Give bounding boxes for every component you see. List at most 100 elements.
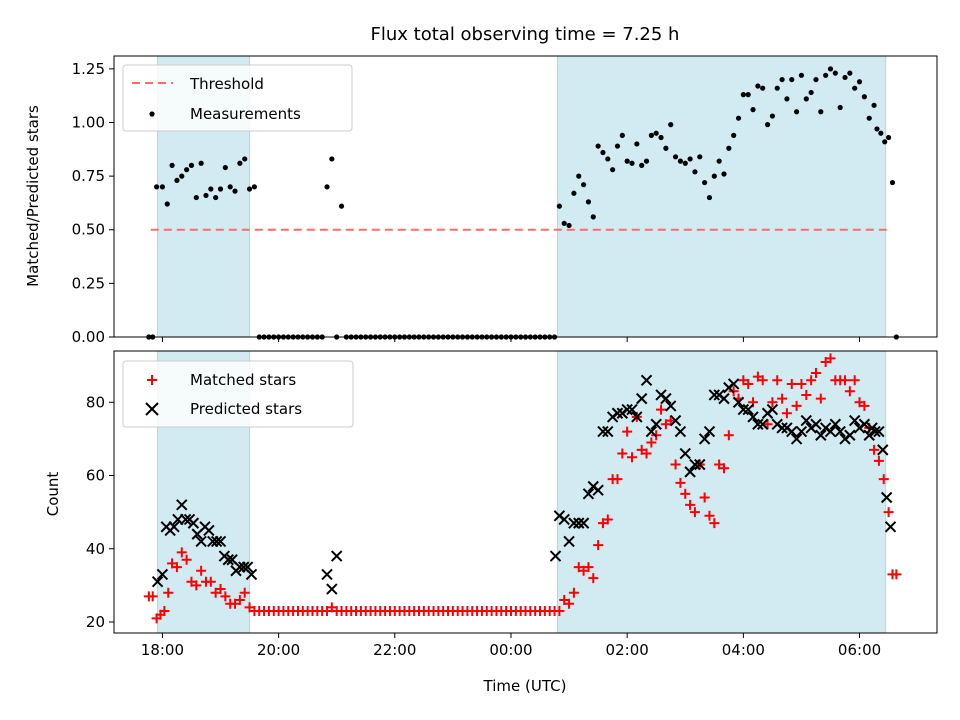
predicted-stars-point — [766, 403, 779, 416]
matched-stars-point — [791, 400, 802, 411]
legend-measurements-label: Measurements — [190, 105, 301, 123]
matched-stars-point — [718, 463, 729, 474]
measurement-point — [813, 76, 819, 83]
x-tick-label: 02:00 — [606, 641, 649, 659]
measurement-point — [769, 113, 776, 119]
matched-stars-point — [840, 375, 851, 386]
predicted-stars-point — [810, 418, 822, 430]
measurement-point — [324, 184, 330, 190]
predicted-stars-point — [679, 447, 691, 460]
measurement-point — [600, 149, 606, 156]
bottom-y-axis-title: Count — [44, 472, 62, 517]
x-axis-title: Time (UTC) — [483, 677, 567, 695]
predicted-stars-point — [650, 418, 662, 430]
measurement-point — [338, 203, 345, 209]
matched-stars-point — [869, 444, 880, 455]
measurement-point — [672, 154, 679, 160]
matched-stars-point — [612, 474, 623, 485]
predicted-stars-point — [549, 550, 562, 562]
measurement-point — [179, 173, 185, 179]
measurement-point — [556, 203, 562, 209]
top-y-tick-label: 0.50 — [72, 221, 105, 239]
matched-stars-point — [873, 455, 884, 466]
measurement-point — [561, 220, 567, 226]
x-tick-label: 22:00 — [373, 641, 416, 659]
measurement-point — [716, 158, 722, 164]
predicted-stars-point — [611, 407, 624, 419]
measurement-point — [677, 158, 684, 164]
matched-stars-point — [891, 569, 902, 580]
predicted-stars-point — [577, 517, 590, 529]
matched-stars-point — [656, 404, 667, 415]
predicted-stars-point — [321, 568, 333, 581]
predicted-stars-point — [877, 444, 889, 456]
top-y-tick-label: 0.25 — [72, 274, 105, 292]
predicted-stars-point — [330, 550, 343, 562]
measurement-point — [798, 72, 805, 78]
matched-stars-point — [568, 587, 579, 598]
predicted-stars-point — [829, 418, 842, 430]
predicted-stars-point — [660, 392, 672, 405]
measurement-point — [697, 154, 703, 160]
predicted-stars-point — [582, 488, 595, 500]
matched-stars-point — [806, 375, 817, 386]
top-legend: Threshold Measurements — [122, 64, 353, 132]
measurement-point — [595, 143, 601, 149]
legend-threshold-label: Threshold — [189, 75, 264, 93]
predicted-stars-point — [187, 517, 200, 529]
matched-stars-point — [815, 393, 826, 404]
measurement-point — [329, 156, 335, 162]
measurement-point — [711, 173, 717, 179]
x-tick-label: 20:00 — [257, 641, 300, 659]
measurement-point — [198, 160, 204, 166]
matched-stars-point — [602, 514, 613, 525]
predicted-stars-point — [747, 411, 759, 423]
top-panel: 0.00 0.25 0.50 0.75 1.00 1.25 Threshold Measure… — [72, 55, 938, 346]
measurement-point — [885, 134, 892, 141]
predicted-stars-point — [645, 425, 658, 438]
predicted-stars-point — [210, 535, 223, 548]
measurement-point — [692, 169, 698, 175]
predicted-stars-point — [742, 403, 754, 416]
top-y-tick-label: 0.00 — [72, 328, 105, 346]
measurement-point — [188, 162, 195, 168]
measurement-point — [217, 186, 224, 192]
matched-stars-point — [220, 591, 231, 602]
matched-stars-point — [757, 375, 768, 386]
matched-stars-point — [859, 400, 870, 411]
predicted-stars-point — [869, 425, 881, 438]
x-tick-label: 18:00 — [141, 641, 184, 659]
measurement-point — [251, 184, 257, 190]
matched-stars-point — [786, 378, 797, 389]
measurement-point — [668, 122, 674, 128]
predicted-stars-point — [222, 554, 234, 566]
bottom-legend: Matched stars Predicted stars — [122, 360, 354, 428]
measurement-point — [213, 194, 219, 201]
measurement-point — [755, 83, 761, 89]
matched-stars-point — [762, 419, 773, 430]
bottom-axes-frame — [113, 350, 938, 634]
matched-stars-point — [159, 606, 170, 617]
measurement-point — [634, 141, 640, 147]
measurement-point — [731, 132, 737, 138]
matched-stars-point — [665, 415, 676, 426]
matched-stars-point — [554, 606, 565, 617]
measurement-point — [861, 94, 867, 100]
matched-stars-point — [641, 448, 652, 459]
measurement-point — [878, 130, 884, 136]
measurement-point — [823, 72, 829, 78]
top-y-axis-title: Matched/Predicted stars — [24, 105, 42, 287]
measurement-point — [832, 70, 838, 76]
matched-stars-point — [191, 580, 202, 591]
matched-stars-point — [781, 408, 792, 419]
measurement-point — [760, 85, 766, 91]
measurement-point — [852, 85, 858, 91]
measurement-point — [227, 184, 233, 190]
matched-stars-point — [675, 477, 686, 488]
measurement-point — [721, 171, 727, 177]
measurement-point — [193, 194, 199, 201]
matched-stars-point — [743, 378, 754, 389]
matched-stars-point — [564, 598, 575, 609]
bottom-y-tick-label: 40 — [86, 540, 105, 558]
predicted-stars-point — [708, 389, 721, 401]
